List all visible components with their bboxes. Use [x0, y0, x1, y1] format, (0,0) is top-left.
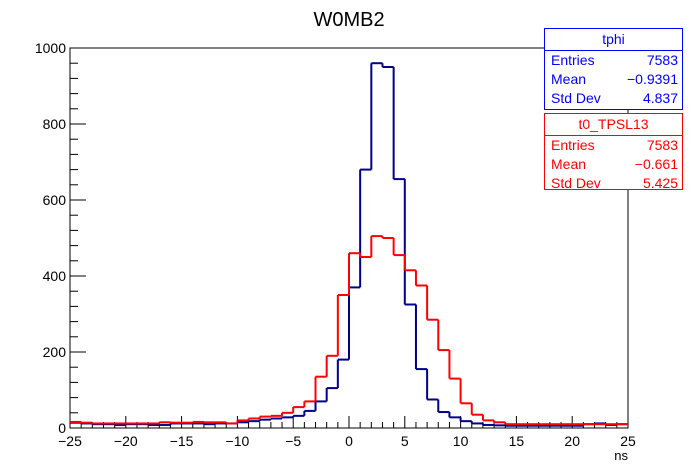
stats-label: Entries: [551, 137, 595, 153]
x-axis-tick-labels: −25 −20 −15 −10 −5 0 5 10 15 20 25: [58, 433, 636, 449]
stats-row-entries: Entries 7583: [545, 136, 682, 155]
stats-row-mean: Mean −0.661: [545, 155, 682, 174]
x-tick-label: 5: [401, 433, 409, 449]
stats-row-mean: Mean −0.9391: [545, 70, 682, 89]
stats-row-std-dev: Std Dev 4.837: [545, 89, 682, 108]
stats-value: 5.425: [642, 175, 678, 191]
y-axis-ticks: [70, 47, 86, 429]
stats-value: 4.837: [642, 90, 678, 106]
chart-title: W0MB2: [313, 9, 384, 31]
y-axis-tick-labels: 0 200 400 600 800 1000: [35, 40, 66, 436]
x-tick-label: −15: [170, 433, 194, 449]
x-tick-label: 20: [564, 433, 580, 449]
y-tick-label: 600: [43, 192, 67, 208]
stats-label: Std Dev: [551, 90, 601, 106]
x-tick-label: 10: [453, 433, 469, 449]
x-tick-label: −20: [114, 433, 138, 449]
stats-value: 7583: [646, 137, 678, 153]
y-tick-label: 800: [43, 116, 67, 132]
stats-label: Std Dev: [551, 175, 601, 191]
x-tick-label: −10: [226, 433, 250, 449]
y-tick-label: 200: [43, 344, 67, 360]
y-tick-label: 400: [43, 268, 67, 284]
stats-label: Mean: [551, 156, 587, 172]
x-tick-label: −25: [58, 433, 82, 449]
series-t0_TPSL13: [70, 235, 628, 426]
x-tick-label: 15: [509, 433, 525, 449]
stats-box-title: t0_TPSL13: [545, 114, 682, 136]
y-tick-label: 1000: [35, 40, 66, 56]
stats-box-t0-tpsl13: t0_TPSL13 Entries 7583 Mean −0.661 Std D…: [544, 113, 683, 193]
series-tphi: [70, 62, 628, 427]
stats-box-tphi: tphi Entries 7583 Mean −0.9391 Std Dev 4…: [544, 28, 683, 110]
x-tick-label: 0: [345, 433, 353, 449]
x-tick-label: −5: [285, 433, 301, 449]
stats-value: −0.9391: [627, 71, 678, 87]
stats-label: Mean: [551, 71, 587, 87]
stats-value: −0.661: [634, 156, 678, 172]
x-tick-label: 25: [620, 433, 636, 449]
x-axis-label: ns: [614, 448, 628, 463]
stats-row-std-dev: Std Dev 5.425: [545, 174, 682, 193]
stats-row-entries: Entries 7583: [545, 51, 682, 70]
y-tick-label: 0: [58, 420, 66, 436]
histogram-series: [70, 62, 628, 427]
stats-box-title: tphi: [545, 29, 682, 51]
stats-value: 7583: [646, 52, 678, 68]
stats-label: Entries: [551, 52, 595, 68]
